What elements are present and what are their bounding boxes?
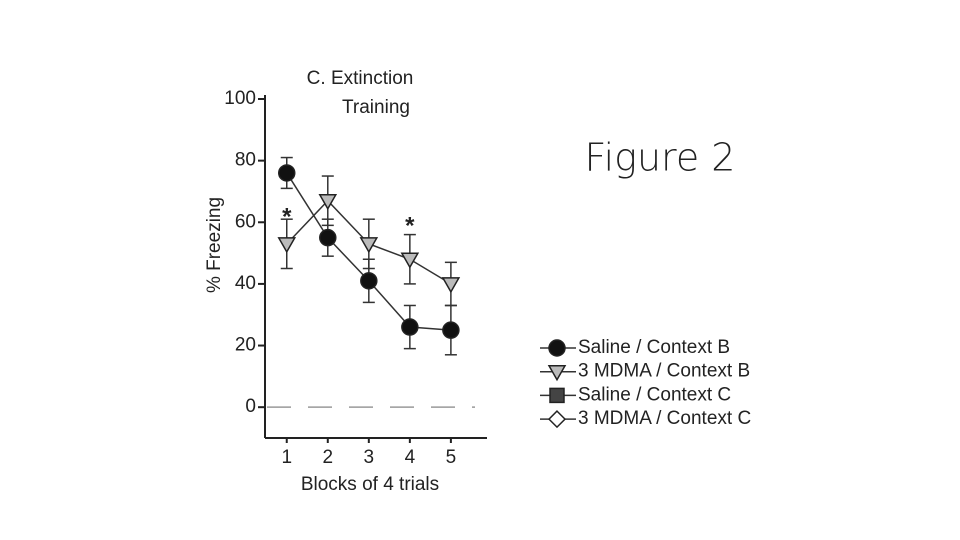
y-tick-label: 40 xyxy=(235,273,256,294)
annotation: * xyxy=(282,203,292,230)
slide-title: Figure 2 xyxy=(585,136,736,180)
marker xyxy=(319,228,337,247)
chart-title: C. Extinction xyxy=(307,68,414,89)
x-axis-label: Blocks of 4 trials xyxy=(301,474,439,495)
marker xyxy=(400,252,420,269)
x-tick-label: 3 xyxy=(364,447,375,468)
y-tick-label: 100 xyxy=(224,88,256,109)
legend-marker xyxy=(549,387,565,404)
legend-label: 3 MDMA / Context C xyxy=(578,408,751,429)
marker xyxy=(318,193,338,211)
x-tick-label: 2 xyxy=(322,447,333,468)
marker xyxy=(359,237,379,254)
annotation: * xyxy=(405,213,415,240)
y-tick-label: 80 xyxy=(235,150,256,171)
x-tick-label: 1 xyxy=(281,447,292,468)
chart-title: Training xyxy=(342,97,410,118)
x-tick-label: 5 xyxy=(446,447,457,468)
marker xyxy=(360,272,378,290)
legend-label: Saline / Context C xyxy=(578,384,731,405)
y-tick-label: 60 xyxy=(235,211,256,232)
marker xyxy=(401,318,419,336)
legend-label: 3 MDMA / Context B xyxy=(578,361,750,382)
marker xyxy=(441,277,461,294)
y-tick-label: 20 xyxy=(235,335,256,356)
legend-label: Saline / Context B xyxy=(578,337,730,358)
y-axis-label: % Freezing xyxy=(204,197,225,293)
legend-marker xyxy=(547,364,567,382)
legend-marker xyxy=(547,410,567,429)
marker xyxy=(277,237,297,254)
marker xyxy=(277,164,296,182)
y-tick-label: 0 xyxy=(245,396,256,417)
x-tick-label: 4 xyxy=(405,447,416,468)
marker xyxy=(442,321,460,339)
legend-marker xyxy=(548,339,566,357)
